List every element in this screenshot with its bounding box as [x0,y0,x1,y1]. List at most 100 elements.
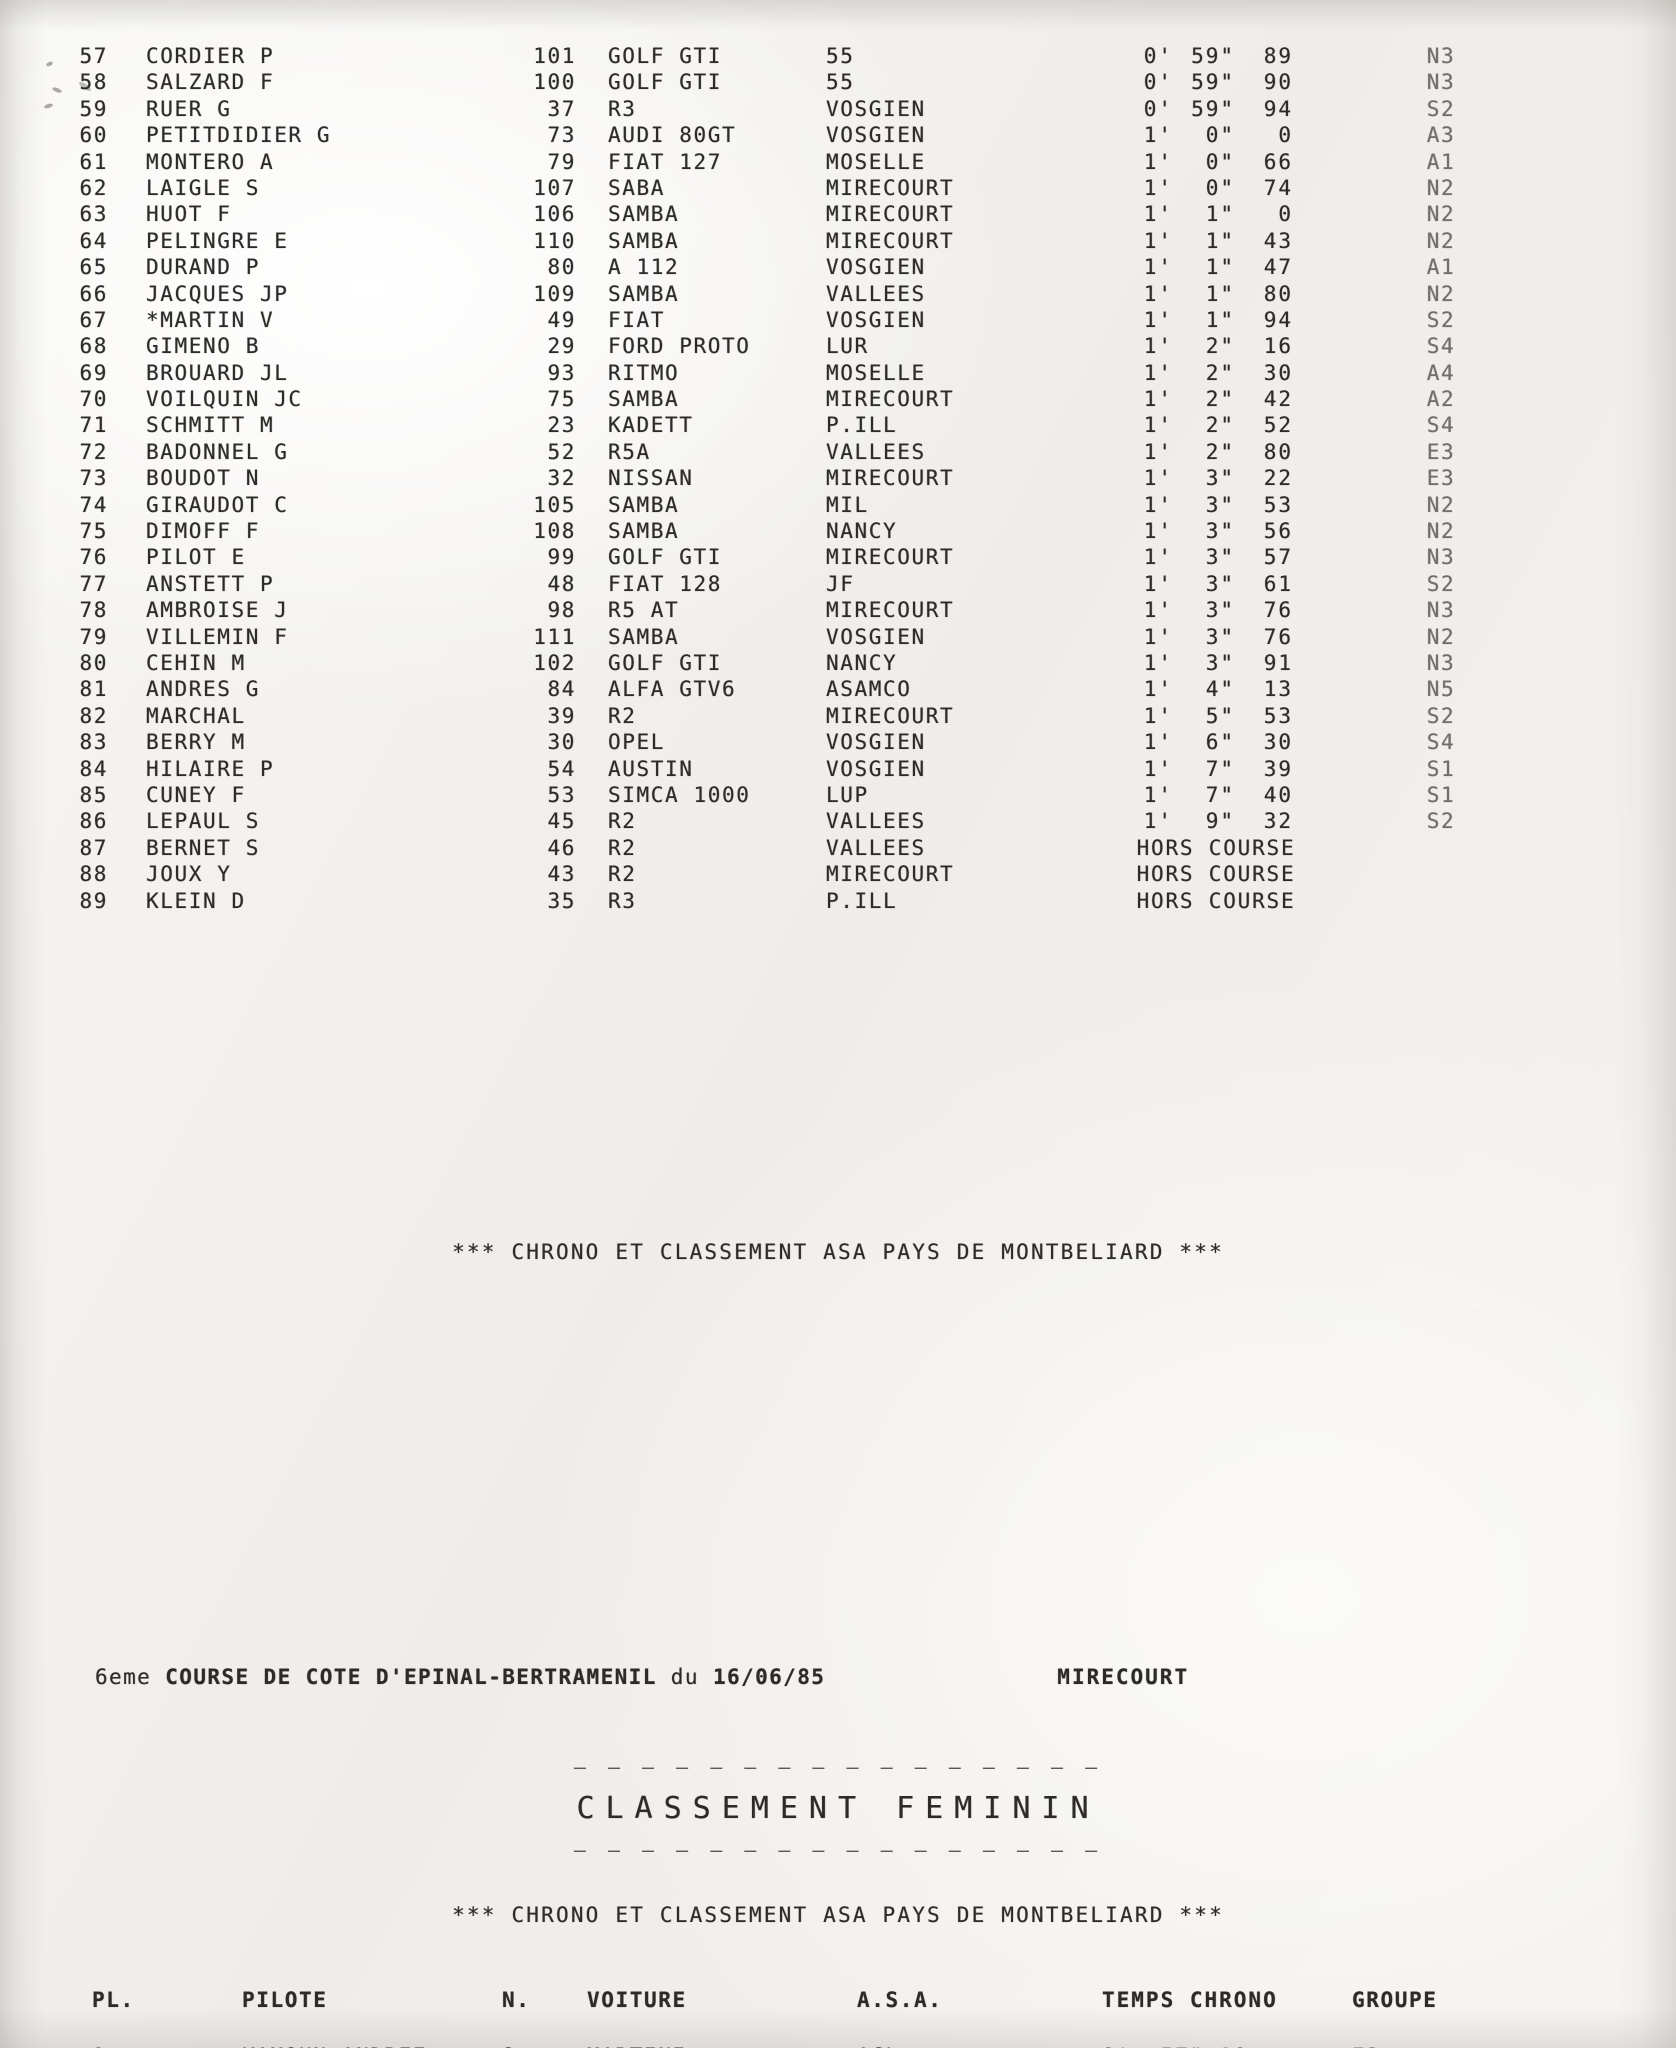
table-row: 72 BADONNEL G 52 R5A VALLEES 1' 2" 80 E3 [0,440,1676,466]
cell-asa: VOSGIEN [826,307,926,332]
cell-car: R2 [608,862,637,887]
cell-number: 8 [502,2044,587,2048]
cell-place: 78 [79,598,108,623]
cell-car: GOLF GTI [608,545,722,570]
table-row: 66 JACQUES JP 109 SAMBA VALLEES 1' 1" 80 N… [0,282,1676,308]
table-row: 61 MONTERO A 79 FIAT 127 MOSELLE 1' 0" 66 … [0,150,1676,176]
table-row: 64 PELINGRE E 110 SAMBA MIRECOURT 1' 1" 43… [0,229,1676,255]
cell-group: E2 [1352,2044,1492,2048]
cell-number: 109 [533,281,576,306]
cell-car: SAMBA [608,202,680,227]
cell-car: OPEL [608,730,665,755]
cell-place: 61 [79,149,108,174]
cell-car: AUSTIN [608,756,694,781]
cell-time: 1' 3" 91 [1143,650,1293,675]
cell-driver: PILOT E [146,545,246,570]
cell-place: 59 [79,96,108,121]
cell-asa: MIL [826,492,869,517]
event-organizing-asa: MIRECOURT [1057,1665,1190,1689]
cell-asa: VOSGIEN [826,730,926,755]
cell-number: 53 [547,782,576,807]
cell-car: SAMBA [608,519,680,544]
cell-time: 1' 6" 30 [1143,730,1293,755]
cell-number: 75 [547,387,576,412]
cell-time: 1' 3" 61 [1143,571,1293,596]
cell-place: 62 [79,175,108,200]
cell-asa: ACL [857,2044,1102,2048]
cell-asa: 55 [826,44,855,68]
cell-car: RITMO [608,360,680,385]
cell-number: 23 [547,413,576,438]
table-row: 58 SALZARD F 100 GOLF GTI 55 0' 59" 90 N3 [0,70,1676,96]
table-row: 87 BERNET S 46 R2 VALLEES HORS COURSE [0,836,1676,862]
cell-status: HORS COURSE [1136,888,1296,913]
cell-number: 79 [547,149,576,174]
cell-group: A2 [1426,387,1456,412]
cell-driver: KLEIN D [146,888,246,913]
cell-asa: MIRECOURT [826,466,955,491]
cell-place: 67 [79,307,108,332]
cell-place: 57 [79,44,108,68]
cell-car: R3 [608,888,637,913]
cell-car: FIAT 128 [608,571,722,596]
cell-number: 45 [547,809,576,834]
cell-driver: ANDRES G [146,677,260,702]
cell-group: S1 [1426,756,1456,781]
cell-number: 98 [547,598,576,623]
table-row: 85 CUNEY F 53 SIMCA 1000 LUP 1' 7" 40 S1 [0,783,1676,809]
event-header: 6eme COURSE DE COTE D'EPINAL-BERTRAMENIL… [0,1665,1676,1689]
event-title-line: 6eme COURSE DE COTE D'EPINAL-BERTRAMENIL… [95,1665,825,1689]
table-row: 89 KLEIN D 35 R3 P.ILL HORS COURSE [0,889,1676,915]
cell-number: 35 [547,888,576,913]
cell-number: 49 [547,307,576,332]
cell-place: 63 [79,202,108,227]
cell-group: N2 [1426,202,1456,227]
cell-group: A3 [1426,123,1456,148]
table-header-row: PL. PILOTE N. VOITURE A.S.A. TEMPS CHRON… [0,1988,1676,2018]
cell-time: 1' 7" 39 [1143,756,1293,781]
cell-time: 1' 3" 22 [1143,466,1293,491]
cell-place: 80 [79,650,108,675]
cell-driver: VILLEMIN F [146,624,289,649]
cell-driver: ANSTETT P [146,571,275,596]
cell-car: GOLF GTI [608,44,722,68]
cell-driver: MARCHAL [146,703,246,728]
table-row: 67 *MARTIN V 49 FIAT VOSGIEN 1' 1" 94 S2 [0,308,1676,334]
table-row: 86 LEPAUL S 45 R2 VALLEES 1' 9" 32 S2 [0,809,1676,835]
cell-car: GOLF GTI [608,650,722,675]
cell-number: 39 [547,703,576,728]
cell-car: SAMBA [608,387,680,412]
cell-place: 83 [79,730,108,755]
results-table: 57 CORDIER P 101 GOLF GTI 55 0' 59" 89 N3 … [0,44,1676,915]
cell-number: 54 [547,756,576,781]
cell-place: 73 [79,466,108,491]
table-row: 74 GIRAUDOT C 105 SAMBA MIL 1' 3" 53 N2 [0,493,1676,519]
cell-car: KADETT [608,413,694,438]
table-row: 84 HILAIRE P 54 AUSTIN VOSGIEN 1' 7" 39 S1 [0,757,1676,783]
cell-asa: MIRECOURT [826,175,955,200]
cell-driver: CORDIER P [146,44,275,68]
table-row: 73 BOUDOT N 32 NISSAN MIRECOURT 1' 3" 22 E… [0,466,1676,492]
cell-driver: BOUDOT N [146,466,260,491]
cell-driver: CUNEY F [146,782,246,807]
cell-asa: NANCY [826,519,898,544]
cell-asa: 55 [826,70,855,95]
cell-asa: NANCY [826,650,898,675]
cell-group: A1 [1426,149,1456,174]
table-row: 82 MARCHAL 39 R2 MIRECOURT 1' 5" 53 S2 [0,704,1676,730]
cell-car: FORD PROTO [608,334,751,359]
cell-number: 43 [547,862,576,887]
cell-group: N3 [1426,545,1456,570]
cell-number: 108 [533,519,576,544]
cell-car: R5A [608,439,651,464]
cell-driver: BROUARD JL [146,360,289,385]
cell-time: 1' 0" 0 [1143,123,1293,148]
cell-asa: JF [826,571,855,596]
cell-place: 86 [79,809,108,834]
cell-place: 85 [79,782,108,807]
cell-place: 69 [79,360,108,385]
scan-edge-shadow-top [0,0,1676,30]
cell-number: 99 [547,545,576,570]
table-row: 76 PILOT E 99 GOLF GTI MIRECOURT 1' 3" 57 … [0,545,1676,571]
table-row: 65 DURAND P 80 A 112 VOSGIEN 1' 1" 47 A1 [0,255,1676,281]
